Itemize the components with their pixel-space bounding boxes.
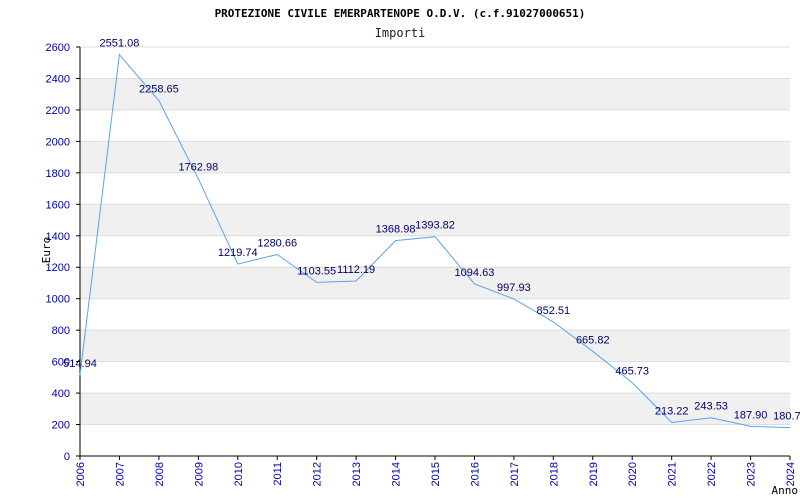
y-tick-label: 2000 [46, 136, 70, 148]
y-tick-label: 1400 [46, 231, 70, 243]
y-tick-label: 1800 [46, 168, 70, 180]
grid-band [80, 330, 790, 362]
y-axis-ticks: 0 200 400 600 800 1000 1200 1400 1600 1800 2000 220… [46, 42, 80, 463]
grid-band [80, 393, 790, 425]
x-tick-label: 2020 [627, 462, 639, 486]
data-label: 180.75 [773, 411, 800, 423]
data-labels: 514.94 2551.08 2258.65 1762.98 1219.741280.6… [63, 38, 800, 423]
data-label: 213.22 [655, 405, 689, 417]
x-tick-label: 2023 [746, 462, 758, 486]
x-tick-label: 2021 [667, 462, 679, 486]
x-axis-ticks: 2006 2007 2008 2009 2010 2011 2012 2013 2014 2015… [75, 456, 797, 486]
x-tick-label: 2006 [75, 462, 87, 486]
x-tick-label: 2019 [588, 462, 600, 486]
y-tick-label: 2400 [46, 73, 70, 85]
x-tick-label: 2015 [430, 462, 442, 486]
data-label: 1280.66 [257, 238, 297, 250]
x-tick-label: 2018 [548, 462, 560, 486]
data-label: 1393.82 [415, 220, 455, 232]
x-tick-label: 2010 [233, 462, 245, 486]
x-axis-label: Anno [772, 484, 799, 497]
data-label: 665.82 [576, 334, 610, 346]
data-label: 2258.65 [139, 84, 179, 96]
series-line [79, 53, 791, 429]
data-label: 243.53 [694, 401, 728, 413]
data-label: 1219.74 [218, 247, 258, 259]
grid-band [80, 267, 790, 299]
grid-lines [80, 46, 790, 457]
y-tick-label: 200 [52, 420, 70, 432]
grid-band [80, 141, 790, 173]
x-tick-label: 2017 [509, 462, 521, 486]
data-label: 1094.63 [455, 267, 495, 279]
x-tick-label: 2012 [312, 462, 324, 486]
y-tick-label: 600 [52, 357, 70, 369]
grid-band [80, 204, 790, 236]
y-tick-label: 1000 [46, 294, 70, 306]
x-tick-label: 2016 [469, 462, 481, 486]
grid-band [80, 78, 790, 110]
x-tick-label: 2022 [706, 462, 718, 486]
data-label: 465.73 [615, 366, 649, 378]
x-tick-label: 2008 [154, 462, 166, 486]
data-label: 1368.98 [376, 224, 416, 236]
data-label: 514.94 [63, 358, 97, 370]
x-tick-label: 2011 [272, 462, 284, 486]
y-tick-label: 1200 [46, 262, 70, 274]
x-tick-label: 2007 [114, 462, 126, 486]
x-tick-label: 2013 [351, 462, 363, 486]
y-axis-label: Euro [40, 237, 53, 264]
data-label: 1103.55 [297, 265, 336, 277]
data-label: 2551.08 [100, 38, 140, 50]
y-tick-label: 1600 [46, 199, 70, 211]
y-tick-label: 0 [64, 451, 70, 463]
chart-title: PROTEZIONE CIVILE EMERPARTENOPE O.D.V. (… [215, 7, 586, 20]
data-label: 1762.98 [178, 162, 218, 174]
data-label: 997.93 [497, 282, 531, 294]
y-tick-label: 400 [52, 388, 70, 400]
x-tick-label: 2014 [391, 462, 403, 486]
data-label: 1112.19 [337, 264, 375, 276]
chart-subtitle: Importi [375, 26, 426, 40]
data-label: 852.51 [537, 305, 571, 317]
y-tick-label: 2200 [46, 105, 70, 117]
x-tick-label: 2024 [785, 462, 797, 486]
x-tick-label: 2009 [193, 462, 205, 486]
grid-bands [80, 78, 790, 425]
data-label: 187.90 [734, 409, 768, 421]
y-tick-label: 2600 [46, 42, 70, 54]
y-tick-label: 800 [52, 325, 70, 337]
